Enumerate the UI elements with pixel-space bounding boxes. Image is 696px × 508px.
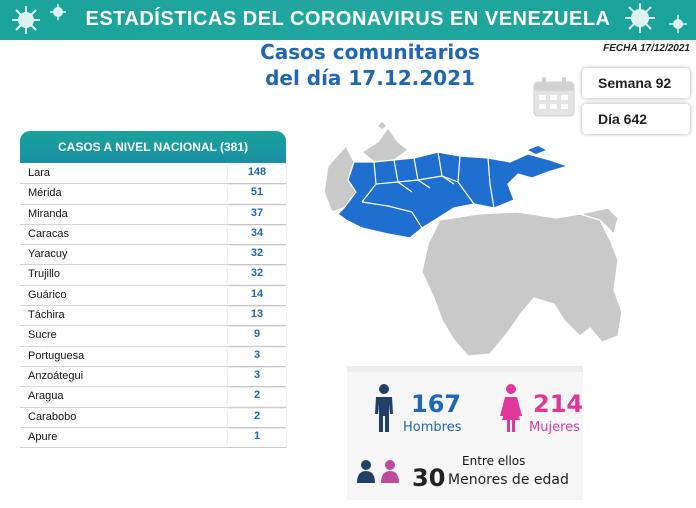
table-row: Caracas 34 <box>20 225 286 246</box>
men-count: 167 <box>411 390 462 418</box>
women-count: 214 <box>533 390 584 418</box>
case-count: 2 <box>253 389 261 402</box>
case-count: 2 <box>253 409 261 422</box>
map-island <box>528 146 546 154</box>
cases-table: Lara 148 Mérida 51 Miranda 37 Caracas 34 Yar… <box>20 164 286 449</box>
woman-icon <box>500 384 522 432</box>
table-row: Yaracuy 32 <box>20 245 286 266</box>
case-count: 37 <box>250 206 264 219</box>
subtitle-line1: Casos comunitarios <box>260 40 480 64</box>
table-row: Portuguesa 3 <box>20 347 286 367</box>
state-name: Anzoátegui <box>28 369 84 382</box>
case-count: 13 <box>250 308 264 321</box>
table-row: Carabobo 2 <box>20 408 286 428</box>
panel-tab <box>347 366 583 372</box>
case-count: 1 <box>253 429 261 442</box>
state-name: Aragua <box>28 390 64 403</box>
state-name: Apure <box>28 430 58 443</box>
table-row: Sucre 9 <box>20 326 286 347</box>
among-them-label: Entre ellos <box>462 454 526 468</box>
table-row: Guárico 14 <box>20 286 286 307</box>
case-count: 3 <box>253 348 261 361</box>
table-row: Trujillo 32 <box>20 265 286 286</box>
case-count: 51 <box>250 186 264 199</box>
minors-label: Menores de edad <box>448 472 569 488</box>
state-name: Carabobo <box>28 410 77 423</box>
table-row: Aragua 2 <box>20 387 286 408</box>
state-name: Caracas <box>28 227 69 240</box>
map-island <box>378 122 386 129</box>
case-count: 148 <box>247 166 267 178</box>
subtitle-line2: del día 17.12.2021 <box>265 66 475 90</box>
map-region-gray <box>360 126 409 163</box>
virus-icon <box>625 3 687 33</box>
case-count: 32 <box>250 267 264 280</box>
map-region-gray <box>579 207 619 236</box>
day-badge: Día 642 <box>582 104 690 134</box>
week-badge: Semana 92 <box>582 68 690 98</box>
header-banner <box>0 0 696 40</box>
table-row: Apure 1 <box>20 428 286 449</box>
minors-count: 30 <box>412 464 446 492</box>
children-icon <box>357 460 399 483</box>
venezuela-map <box>323 122 623 357</box>
calendar-icon <box>533 77 575 117</box>
state-name: Táchira <box>28 309 65 322</box>
case-count: 14 <box>250 287 264 300</box>
state-name: Mérida <box>28 187 62 200</box>
table-row: Anzoátegui 3 <box>20 367 286 388</box>
state-name: Miranda <box>28 207 68 220</box>
state-name: Yaracuy <box>28 248 68 261</box>
table-row: Mérida 51 <box>20 184 286 205</box>
man-icon <box>375 384 393 432</box>
case-count: 34 <box>250 226 264 239</box>
state-name: Lara <box>28 167 51 179</box>
map-region-gray <box>421 211 623 357</box>
case-count: 32 <box>250 247 264 260</box>
men-label: Hombres <box>403 420 462 435</box>
table-row: Miranda 37 <box>20 205 286 225</box>
table-row: Táchira 13 <box>20 306 286 327</box>
map-region-highlighted <box>337 151 570 239</box>
table-header: CASOS A NIVEL NACIONAL (381) <box>20 131 286 163</box>
virus-icon <box>12 4 66 34</box>
state-name: Guárico <box>28 288 67 301</box>
state-name: Portuguesa <box>28 349 85 362</box>
page-title: ESTADÍSTICAS DEL CORONAVIRUS EN VENEZUEL… <box>85 8 611 30</box>
case-count: 3 <box>253 368 261 381</box>
table-row: Lara 148 <box>20 164 286 185</box>
date-label: FECHA 17/12/2021 <box>603 43 690 54</box>
state-name: Sucre <box>28 329 57 342</box>
case-count: 9 <box>253 328 261 341</box>
women-label: Mujeres <box>529 420 580 435</box>
state-name: Trujillo <box>28 268 60 281</box>
